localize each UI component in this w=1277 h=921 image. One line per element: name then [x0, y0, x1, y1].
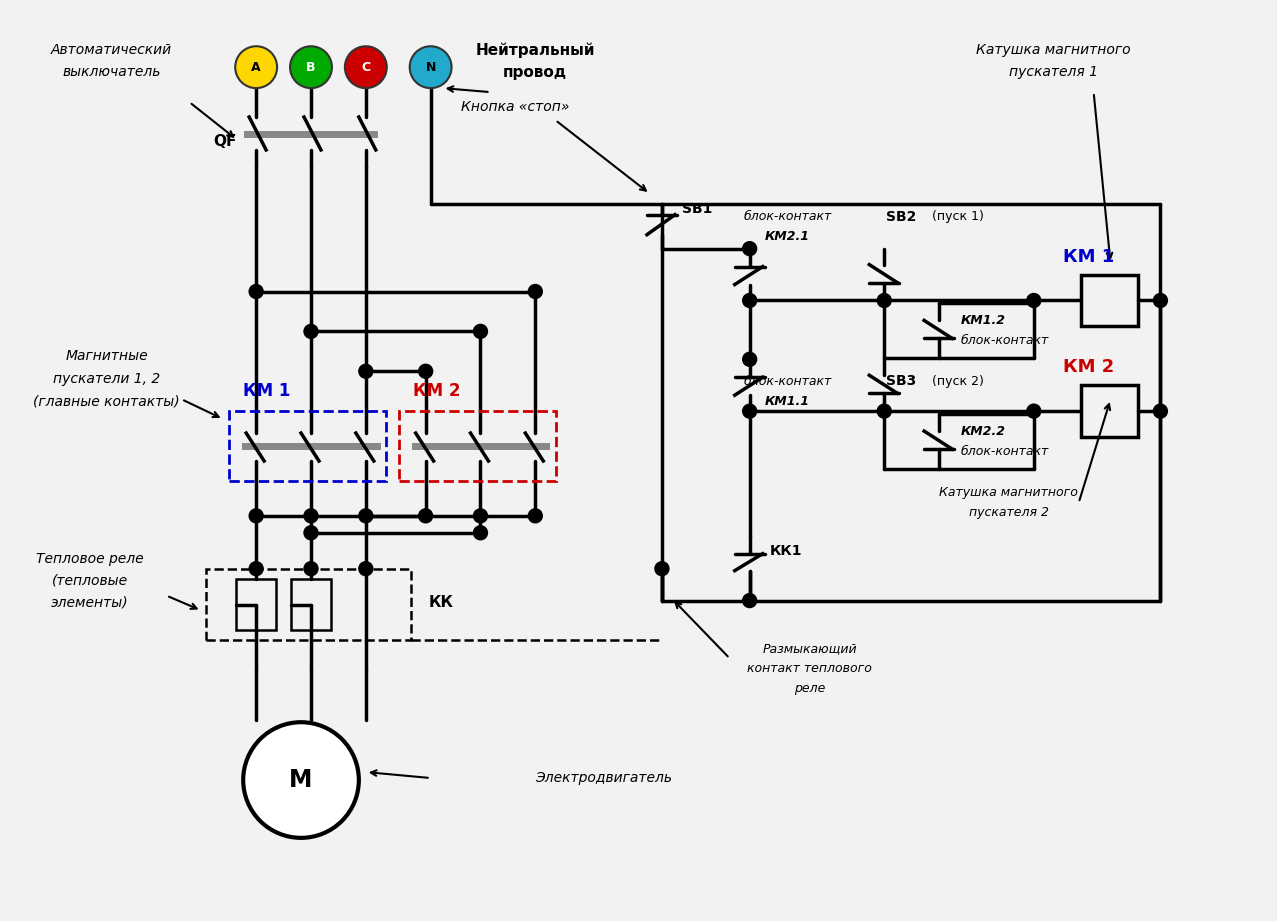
Text: пускателя 1: пускателя 1 — [1009, 65, 1098, 79]
Text: (тепловые: (тепловые — [51, 574, 128, 588]
Circle shape — [743, 294, 757, 308]
Text: КМ1.1: КМ1.1 — [765, 395, 810, 408]
Circle shape — [743, 594, 757, 608]
Circle shape — [743, 241, 757, 256]
Text: КМ 1: КМ 1 — [243, 382, 291, 401]
Text: Размыкающий: Размыкающий — [762, 642, 857, 655]
Text: КМ 2: КМ 2 — [1062, 358, 1114, 377]
Circle shape — [1153, 294, 1167, 308]
Circle shape — [655, 562, 669, 576]
Text: Тепловое реле: Тепловое реле — [36, 552, 143, 565]
Circle shape — [410, 46, 452, 88]
Text: (пуск 2): (пуск 2) — [932, 375, 985, 388]
Text: блок-контакт: блок-контакт — [743, 375, 831, 388]
Text: (главные контакты): (главные контакты) — [33, 394, 180, 408]
Text: КК: КК — [429, 595, 453, 610]
Text: реле: реле — [794, 682, 825, 694]
Text: пускатели 1, 2: пускатели 1, 2 — [52, 372, 160, 386]
Bar — [236, 578, 276, 631]
Circle shape — [474, 526, 488, 540]
Circle shape — [529, 285, 543, 298]
Circle shape — [249, 285, 263, 298]
Circle shape — [304, 526, 318, 540]
Text: Катушка магнитного: Катушка магнитного — [940, 486, 1078, 499]
Circle shape — [474, 324, 488, 338]
Circle shape — [419, 365, 433, 379]
Text: QF: QF — [213, 134, 236, 149]
Circle shape — [249, 562, 263, 576]
Circle shape — [304, 562, 318, 576]
Text: КМ1.2: КМ1.2 — [962, 314, 1006, 327]
Circle shape — [1027, 294, 1041, 308]
Circle shape — [359, 509, 373, 523]
Text: B: B — [306, 61, 315, 74]
Circle shape — [474, 509, 488, 523]
Circle shape — [345, 46, 387, 88]
Circle shape — [419, 509, 433, 523]
Bar — [1080, 385, 1139, 437]
Text: пускателя 2: пускателя 2 — [969, 507, 1048, 519]
Text: М: М — [290, 768, 313, 792]
Text: контакт теплового: контакт теплового — [747, 662, 872, 675]
Text: КМ2.2: КМ2.2 — [962, 425, 1006, 437]
Text: SB2: SB2 — [886, 210, 917, 224]
Text: Кнопка «стоп»: Кнопка «стоп» — [461, 100, 570, 114]
Circle shape — [877, 404, 891, 418]
Circle shape — [877, 294, 891, 308]
Text: провод: провод — [503, 64, 567, 80]
Text: КК1: КК1 — [770, 543, 802, 558]
Text: Автоматический: Автоматический — [51, 43, 172, 57]
Text: SB3: SB3 — [886, 374, 917, 389]
Bar — [291, 578, 331, 631]
Text: Катушка магнитного: Катушка магнитного — [977, 43, 1131, 57]
Bar — [398, 411, 557, 481]
Text: Магнитные: Магнитные — [65, 349, 148, 363]
Text: C: C — [361, 61, 370, 74]
Circle shape — [249, 509, 263, 523]
Text: A: A — [252, 61, 261, 74]
Text: блок-контакт: блок-контакт — [962, 445, 1050, 458]
Text: Электродвигатель: Электродвигатель — [535, 771, 672, 785]
Circle shape — [304, 509, 318, 523]
Circle shape — [243, 722, 359, 838]
Text: (пуск 1): (пуск 1) — [932, 210, 985, 223]
Circle shape — [743, 404, 757, 418]
Text: Нейтральный: Нейтральный — [475, 42, 595, 58]
Text: выключатель: выключатель — [63, 65, 161, 79]
Text: SB1: SB1 — [682, 202, 713, 216]
Text: N: N — [425, 61, 435, 74]
Bar — [230, 411, 386, 481]
Text: элементы): элементы) — [51, 596, 129, 610]
Circle shape — [304, 324, 318, 338]
Circle shape — [290, 46, 332, 88]
Text: блок-контакт: блок-контакт — [962, 334, 1050, 347]
Circle shape — [743, 353, 757, 367]
Bar — [207, 568, 411, 640]
Circle shape — [235, 46, 277, 88]
Text: блок-контакт: блок-контакт — [743, 210, 831, 223]
Circle shape — [1153, 404, 1167, 418]
Circle shape — [529, 509, 543, 523]
Circle shape — [359, 365, 373, 379]
Bar — [1080, 274, 1139, 326]
Circle shape — [359, 562, 373, 576]
Circle shape — [1027, 404, 1041, 418]
Text: КМ 1: КМ 1 — [1062, 248, 1114, 265]
Text: КМ 2: КМ 2 — [412, 382, 460, 401]
Text: КМ2.1: КМ2.1 — [765, 230, 810, 243]
